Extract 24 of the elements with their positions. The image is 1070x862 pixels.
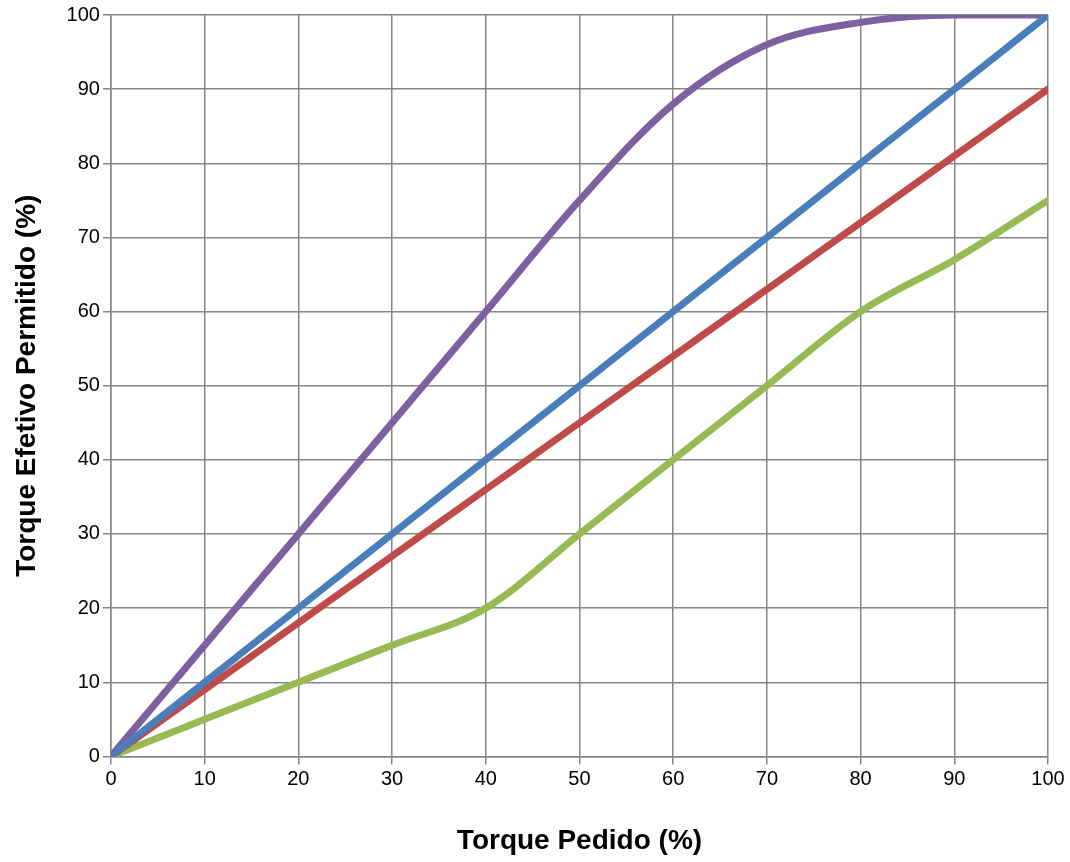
y-tick-label: 60 <box>77 299 100 322</box>
x-tick-label: 90 <box>943 766 966 789</box>
y-tick-label: 40 <box>77 447 100 470</box>
y-tick-label: 100 <box>66 2 100 25</box>
x-tick-label: 100 <box>1031 766 1065 789</box>
x-tick-label: 30 <box>380 766 404 789</box>
y-tick-label: 80 <box>77 150 100 173</box>
y-axis-title: Torque Efetivo Permitido (%) <box>9 194 41 577</box>
x-tick-label: 10 <box>193 766 216 789</box>
y-tick-label: 20 <box>77 595 100 618</box>
y-tick-label: 90 <box>77 76 100 99</box>
y-tick-label: 50 <box>77 373 100 396</box>
x-axis-title: Torque Pedido (%) <box>456 823 703 855</box>
y-tick-label: 30 <box>77 521 100 544</box>
x-tick-label: 40 <box>474 766 497 789</box>
x-tick-label: 60 <box>662 766 685 789</box>
x-tick-label: 70 <box>755 766 779 789</box>
x-tick-label: 50 <box>568 766 591 789</box>
y-tick-label: 0 <box>88 743 100 766</box>
x-tick-label: 0 <box>105 766 117 789</box>
x-tick-label: 80 <box>849 766 872 789</box>
y-tick-label: 10 <box>77 669 100 692</box>
y-tick-label: 70 <box>77 224 100 247</box>
x-tick-label: 20 <box>287 766 310 789</box>
